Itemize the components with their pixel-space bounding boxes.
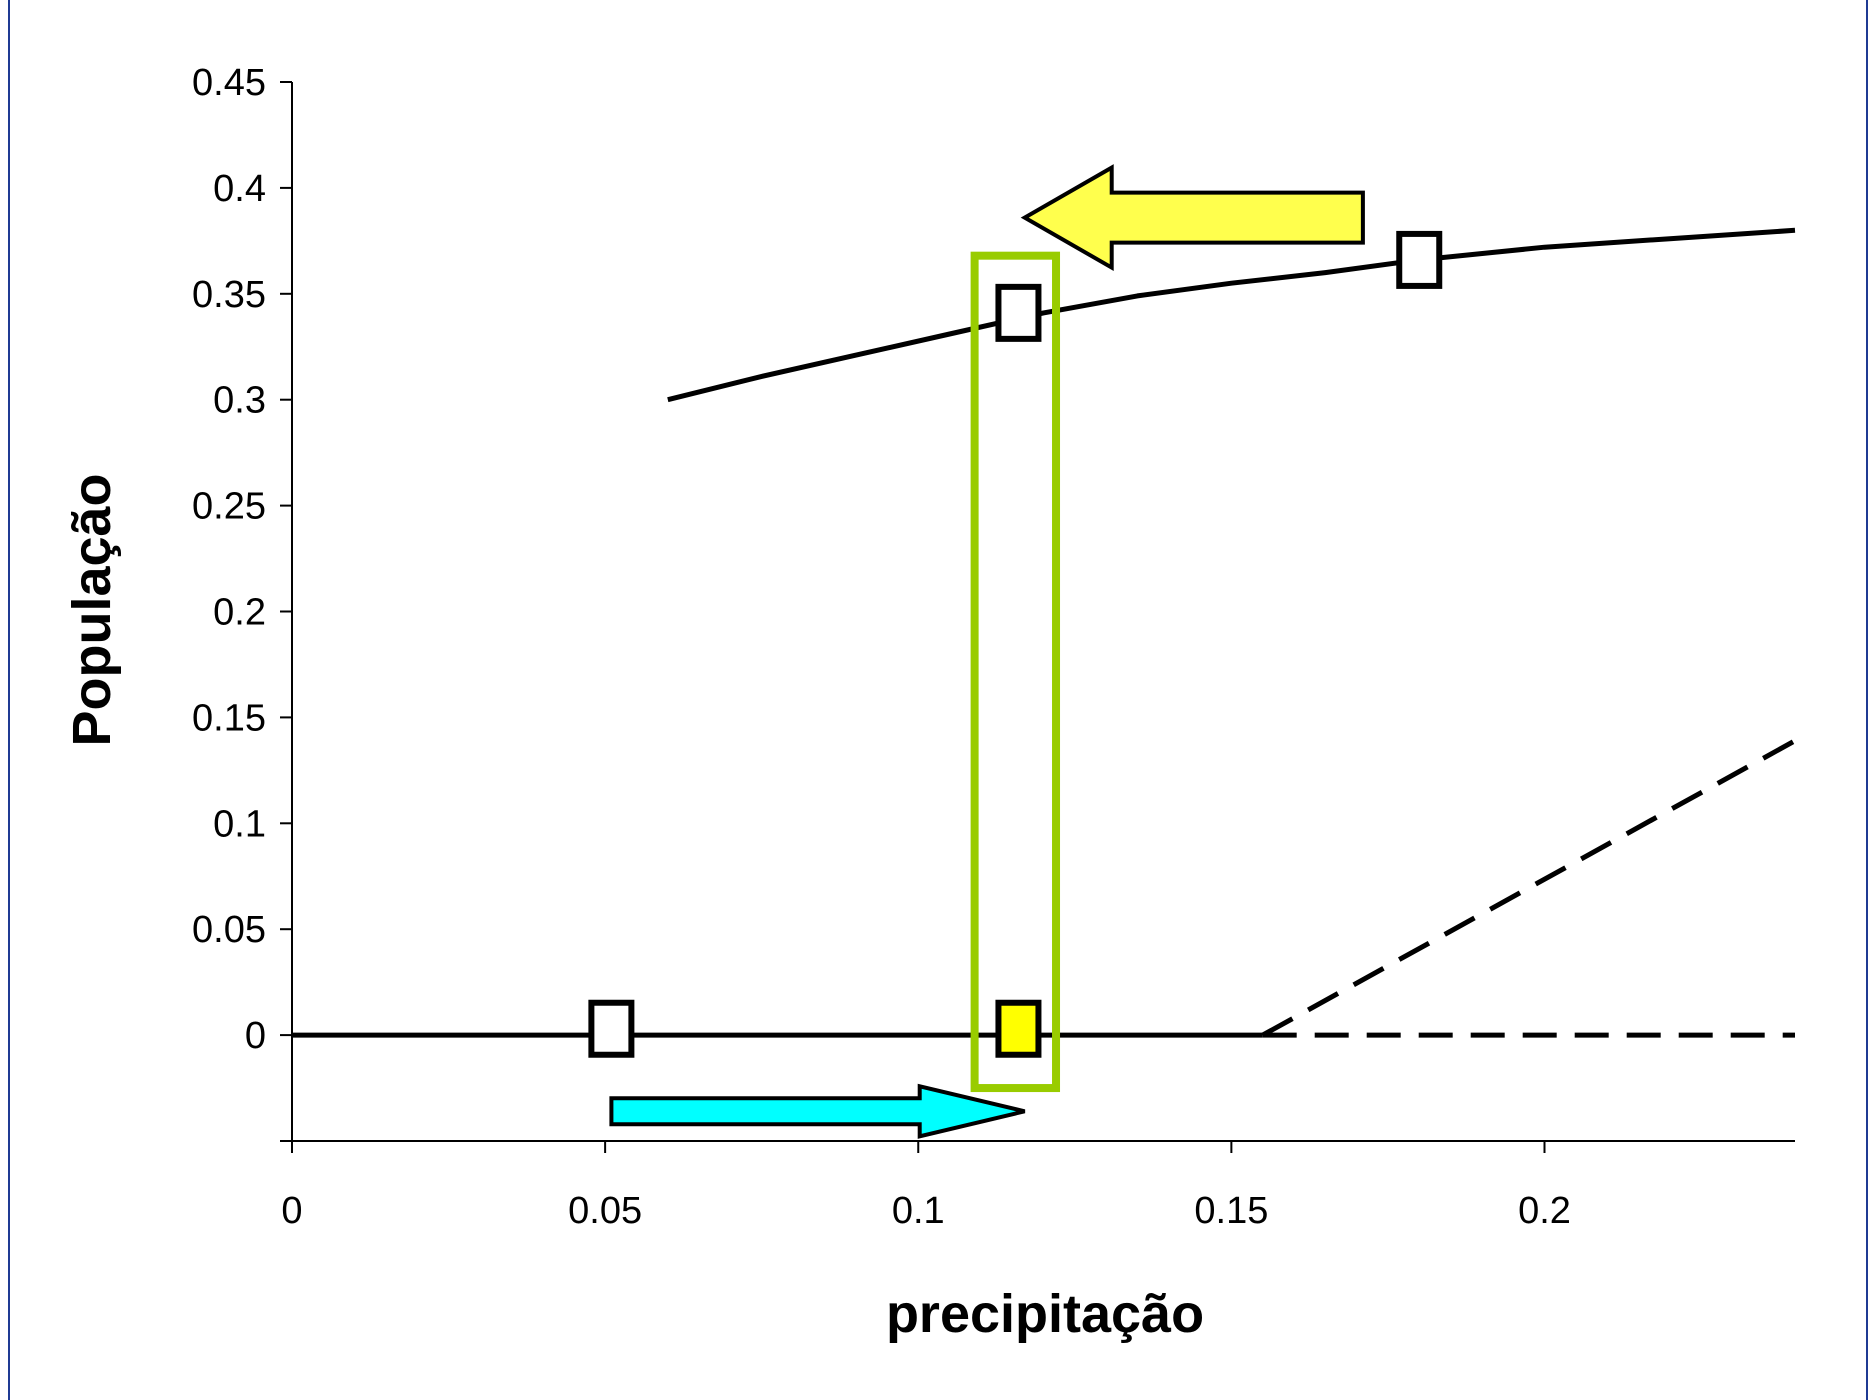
y-tick-label: 0.1 [213,803,266,845]
y-tick-label: 0.3 [213,380,266,422]
arrow-left-yellow [1020,164,1365,272]
y-tick-label: 0.15 [192,697,266,739]
x-tick-label: 0.2 [1518,1190,1571,1232]
curves [292,227,1797,1038]
y-tick-label: 0.25 [192,486,266,528]
equilibrium-marker-0 [588,999,635,1058]
markers [588,230,1443,1058]
y-tick-label: 0.35 [192,274,266,316]
dashed-branch-2 [1261,738,1797,1038]
equilibrium-marker-1 [995,999,1042,1058]
y-tick-label: 0.05 [192,909,266,951]
page-border-right [1866,0,1868,1400]
arrow-right-cyan [609,1083,1026,1139]
x-tick-label: 0 [281,1190,302,1232]
solid-branch-0 [667,227,1796,403]
highlight-box [970,251,1061,1093]
equilibrium-marker-2 [995,283,1042,342]
y-axis-title: População [62,473,122,746]
y-tick-label: 0.45 [192,62,266,104]
x-tick-label: 0.1 [892,1190,945,1232]
axes: 0.45 0.4 0.35 0.3 0.25 0.2 0.15 0.1 0.05 0 0 0.05 0.… [192,62,1795,1232]
y-tick-label: 0 [245,1015,266,1057]
x-tick-label: 0.05 [568,1190,642,1232]
page-border-left [8,0,10,1400]
x-tick-label: 0.15 [1194,1190,1268,1232]
x-axis-title: precipitação [886,1284,1204,1344]
y-tick-label: 0.4 [213,168,266,210]
y-tick-label: 0.2 [213,592,266,634]
equilibrium-marker-3 [1396,230,1443,289]
annotations [609,164,1365,1139]
